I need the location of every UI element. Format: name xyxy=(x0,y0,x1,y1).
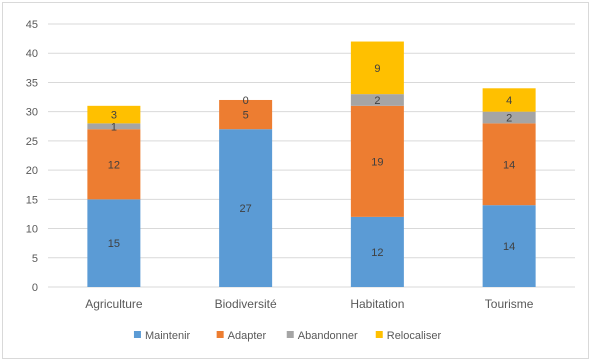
y-tick-label: 5 xyxy=(32,253,38,265)
data-label: 2 xyxy=(374,95,380,107)
data-label: 14 xyxy=(503,241,515,253)
legend-swatch-relocaliser xyxy=(375,331,383,338)
data-labels: 15 12 13 27 5 0 12 19 2 9 14 14 2 4 xyxy=(108,63,516,259)
y-tick-label: 35 xyxy=(26,77,38,89)
bar-relocaliser-0 xyxy=(87,105,141,124)
y-tick-label: 40 xyxy=(26,48,38,60)
y-tick-label: 10 xyxy=(26,224,38,236)
data-label: 27 xyxy=(240,203,252,215)
legend-swatch-maintenir xyxy=(133,331,141,338)
y-tick-label: 25 xyxy=(26,136,38,148)
bar-maintenir-0 xyxy=(87,199,141,287)
category-label: Tourisme xyxy=(485,297,534,311)
bar-maintenir-2 xyxy=(350,216,404,287)
data-label: 2 xyxy=(506,113,512,125)
bar-adapter-1 xyxy=(219,99,273,130)
legend-label-relocaliser: Relocaliser xyxy=(387,330,442,342)
data-label: 1 xyxy=(111,121,117,133)
data-label: 12 xyxy=(108,159,120,171)
data-label: 12 xyxy=(371,247,383,259)
y-tick-label: 45 xyxy=(26,19,38,31)
legend-label-adapter: Adapter xyxy=(228,330,267,342)
bars xyxy=(87,41,536,287)
data-label: 0 xyxy=(243,95,249,107)
legend-label-abandonner: Abandonner xyxy=(298,330,358,342)
bar-relocaliser-2 xyxy=(350,41,404,95)
y-tick-label: 15 xyxy=(26,194,38,206)
y-tick-label: 30 xyxy=(26,107,38,119)
data-label: 14 xyxy=(503,159,515,171)
bar-relocaliser-3 xyxy=(482,88,536,112)
bar-maintenir-1 xyxy=(219,129,273,287)
data-label: 4 xyxy=(506,95,512,107)
x-axis-categories: Agriculture Biodiversité Habitation Tourism… xyxy=(85,297,534,311)
y-tick-label: 0 xyxy=(32,282,38,294)
data-label: 9 xyxy=(374,63,380,75)
bar-adapter-3 xyxy=(482,123,536,206)
legend-swatch-abandonner xyxy=(286,331,294,338)
bar-abandonner-2 xyxy=(350,94,404,106)
y-axis-ticks: 0 5 10 15 20 25 30 35 40 45 xyxy=(26,19,38,294)
legend-swatch-adapter xyxy=(216,331,224,338)
bar-maintenir-3 xyxy=(482,205,536,287)
legend-label-maintenir: Maintenir xyxy=(145,330,191,342)
y-tick-label: 20 xyxy=(26,165,38,177)
bar-abandonner-3 xyxy=(482,111,536,124)
legend: Maintenir Adapter Abandonner Relocaliser xyxy=(133,330,442,342)
data-label: 3 xyxy=(111,110,117,122)
category-label: Habitation xyxy=(350,297,404,311)
data-label: 5 xyxy=(243,110,249,122)
category-label: Biodiversité xyxy=(215,297,277,311)
data-label: 19 xyxy=(371,156,383,168)
bar-adapter-2 xyxy=(350,105,404,217)
bar-adapter-0 xyxy=(87,129,141,200)
bar-abandonner-0 xyxy=(87,123,141,130)
category-label: Agriculture xyxy=(85,297,143,311)
data-label: 15 xyxy=(108,238,120,250)
